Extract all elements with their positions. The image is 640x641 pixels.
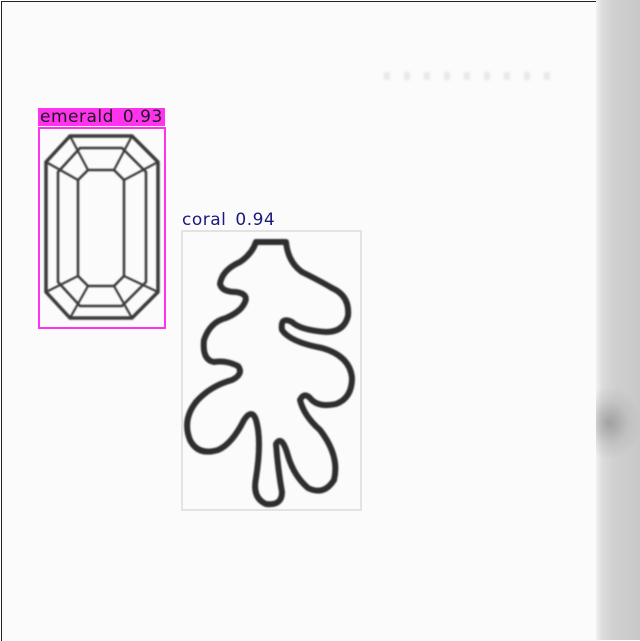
detection-box-emerald[interactable]	[38, 127, 166, 329]
detection-label-emerald: emerald 0.93	[38, 108, 165, 126]
paper-edge-shadow	[596, 0, 640, 640]
detection-score: 0.94	[235, 210, 276, 230]
detection-score: 0.93	[122, 107, 163, 127]
detection-box-coral[interactable]	[181, 230, 362, 511]
detection-label-coral: coral 0.94	[180, 211, 277, 229]
detection-class: emerald	[40, 107, 114, 127]
edge-dark-spot	[596, 388, 640, 458]
detection-class: coral	[182, 210, 227, 230]
faint-mark	[384, 72, 560, 80]
